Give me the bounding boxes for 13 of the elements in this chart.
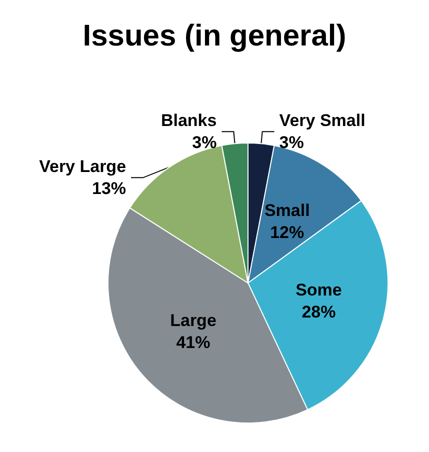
slice-label: Some	[296, 280, 342, 300]
data-label: 28%	[302, 302, 336, 322]
data-label: 13%	[92, 179, 126, 198]
data-label: 3%	[192, 133, 217, 152]
data-label: 12%	[270, 222, 304, 242]
data-label: 3%	[279, 133, 304, 152]
slice-label: Small	[264, 200, 310, 220]
slice-label: Blanks	[160, 111, 217, 130]
slice-label: Very Small	[279, 111, 366, 130]
chart-title: Issues (in general)	[82, 20, 346, 52]
slice-label: Very Large	[39, 157, 126, 176]
slice-label: Large	[170, 310, 216, 330]
data-label: 41%	[176, 332, 210, 352]
